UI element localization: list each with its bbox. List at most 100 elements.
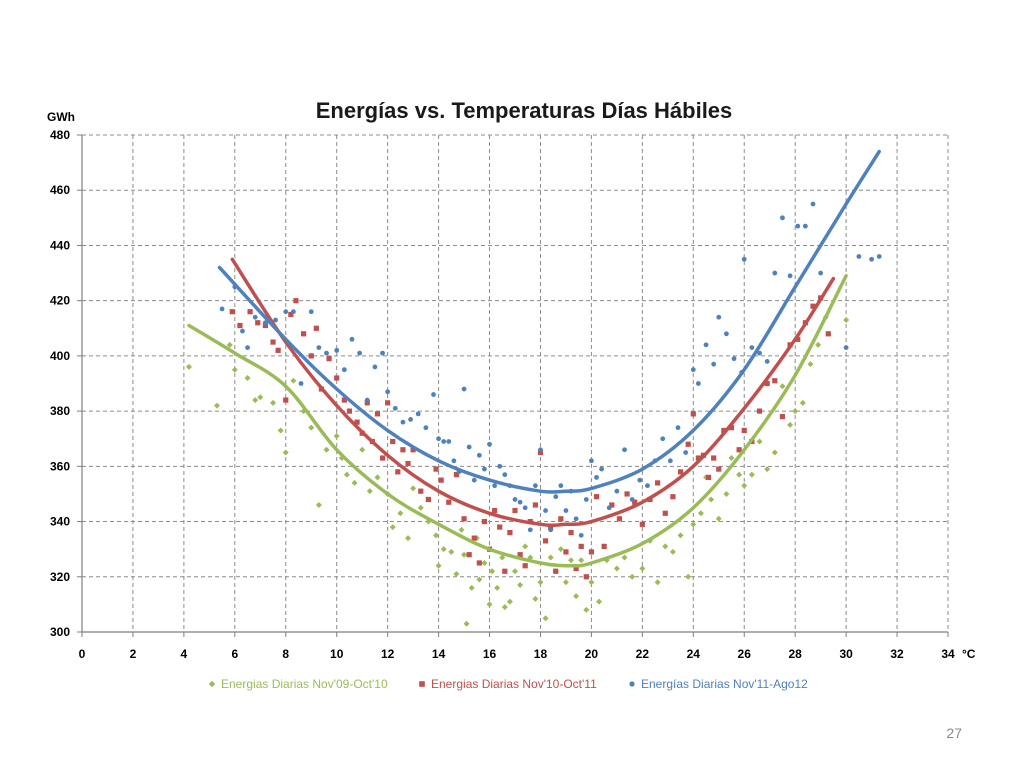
data-point — [492, 483, 498, 489]
data-point — [354, 419, 360, 425]
data-point — [721, 427, 727, 434]
data-point — [247, 309, 253, 315]
data-point — [741, 256, 747, 262]
data-point — [527, 527, 533, 533]
data-point — [431, 392, 436, 397]
x-tick-label-34: 34 — [941, 647, 955, 661]
data-point — [334, 347, 340, 353]
data-point — [461, 386, 467, 392]
x-tick-label-14: 14 — [432, 647, 446, 661]
data-point — [532, 595, 539, 602]
data-point — [273, 317, 278, 323]
legend-label: Energias Diarias Nov'10-Oct'11 — [431, 677, 597, 691]
data-point — [622, 447, 627, 453]
data-point — [669, 548, 676, 555]
data-point — [517, 552, 523, 558]
data-point — [532, 483, 538, 489]
x-tick-label-18: 18 — [534, 647, 548, 661]
data-point — [262, 320, 268, 326]
data-point — [869, 256, 874, 262]
data-point — [415, 411, 421, 417]
data-point — [522, 505, 528, 511]
data-point — [252, 314, 258, 320]
data-point — [573, 516, 579, 522]
data-point — [614, 488, 620, 494]
data-point — [486, 601, 493, 608]
data-point — [185, 363, 192, 370]
data-point — [349, 336, 355, 342]
data-point — [468, 584, 475, 591]
data-point — [548, 527, 554, 533]
data-point — [629, 497, 635, 502]
data-point — [724, 331, 729, 337]
data-point — [542, 538, 549, 544]
data-point — [736, 471, 743, 478]
data-point — [616, 516, 623, 522]
legend: Energias Diarias Nov'09-Oct'10 Energias D… — [208, 677, 808, 691]
data-point — [613, 565, 620, 572]
data-point — [316, 345, 322, 351]
data-point — [593, 494, 600, 500]
data-point — [795, 336, 801, 342]
data-point — [517, 582, 524, 589]
data-point — [395, 469, 401, 475]
data-point — [697, 510, 704, 517]
data-point — [499, 554, 506, 561]
axes — [77, 134, 949, 637]
x-tick-label-16: 16 — [483, 647, 497, 661]
data-point — [553, 568, 559, 574]
data-point — [810, 201, 816, 207]
data-point — [596, 598, 603, 605]
data-point — [583, 606, 590, 613]
data-point — [522, 543, 529, 550]
data-point — [780, 215, 785, 221]
data-point — [471, 535, 477, 541]
data-point — [655, 480, 661, 486]
data-point — [436, 436, 441, 442]
data-point — [405, 535, 412, 542]
data-point — [400, 447, 406, 453]
data-point — [772, 378, 778, 384]
y-axis-unit: GWh — [47, 110, 75, 124]
series-3-points — [219, 201, 882, 538]
legend-item-1: Energias Diarias Nov'09-Oct'10 — [208, 677, 388, 691]
data-point — [578, 532, 584, 538]
data-point — [379, 455, 386, 461]
data-point — [677, 532, 684, 539]
data-point — [359, 446, 366, 453]
data-point — [547, 554, 554, 561]
x-tick-label-4: 4 — [181, 647, 188, 661]
legend-marker — [419, 681, 425, 687]
data-point — [807, 361, 814, 368]
data-point — [288, 311, 294, 318]
y-tick-label-480: 480 — [50, 128, 70, 142]
data-point — [548, 524, 554, 530]
data-point — [219, 306, 225, 312]
data-point — [440, 546, 447, 553]
y-tick-label-440: 440 — [50, 238, 70, 252]
data-point — [588, 549, 595, 555]
data-point — [433, 466, 439, 472]
data-point — [461, 551, 468, 558]
data-point — [522, 563, 528, 569]
y-tick-label-420: 420 — [50, 294, 70, 308]
data-point — [277, 427, 284, 434]
data-point — [683, 450, 689, 455]
x-tick-label-8: 8 — [282, 647, 289, 661]
x-tick-label-0: 0 — [79, 647, 86, 661]
data-point — [506, 598, 513, 605]
data-point — [482, 466, 487, 472]
data-point — [675, 425, 681, 431]
data-point — [380, 350, 385, 356]
data-point — [417, 504, 424, 511]
legend-marker — [208, 680, 216, 688]
data-point — [662, 510, 668, 516]
data-point — [471, 477, 477, 483]
data-point — [502, 472, 508, 478]
data-point — [252, 397, 259, 404]
data-point — [573, 565, 579, 572]
data-point — [497, 524, 503, 530]
data-point — [716, 314, 722, 320]
data-point — [563, 508, 569, 513]
data-point — [594, 474, 599, 480]
